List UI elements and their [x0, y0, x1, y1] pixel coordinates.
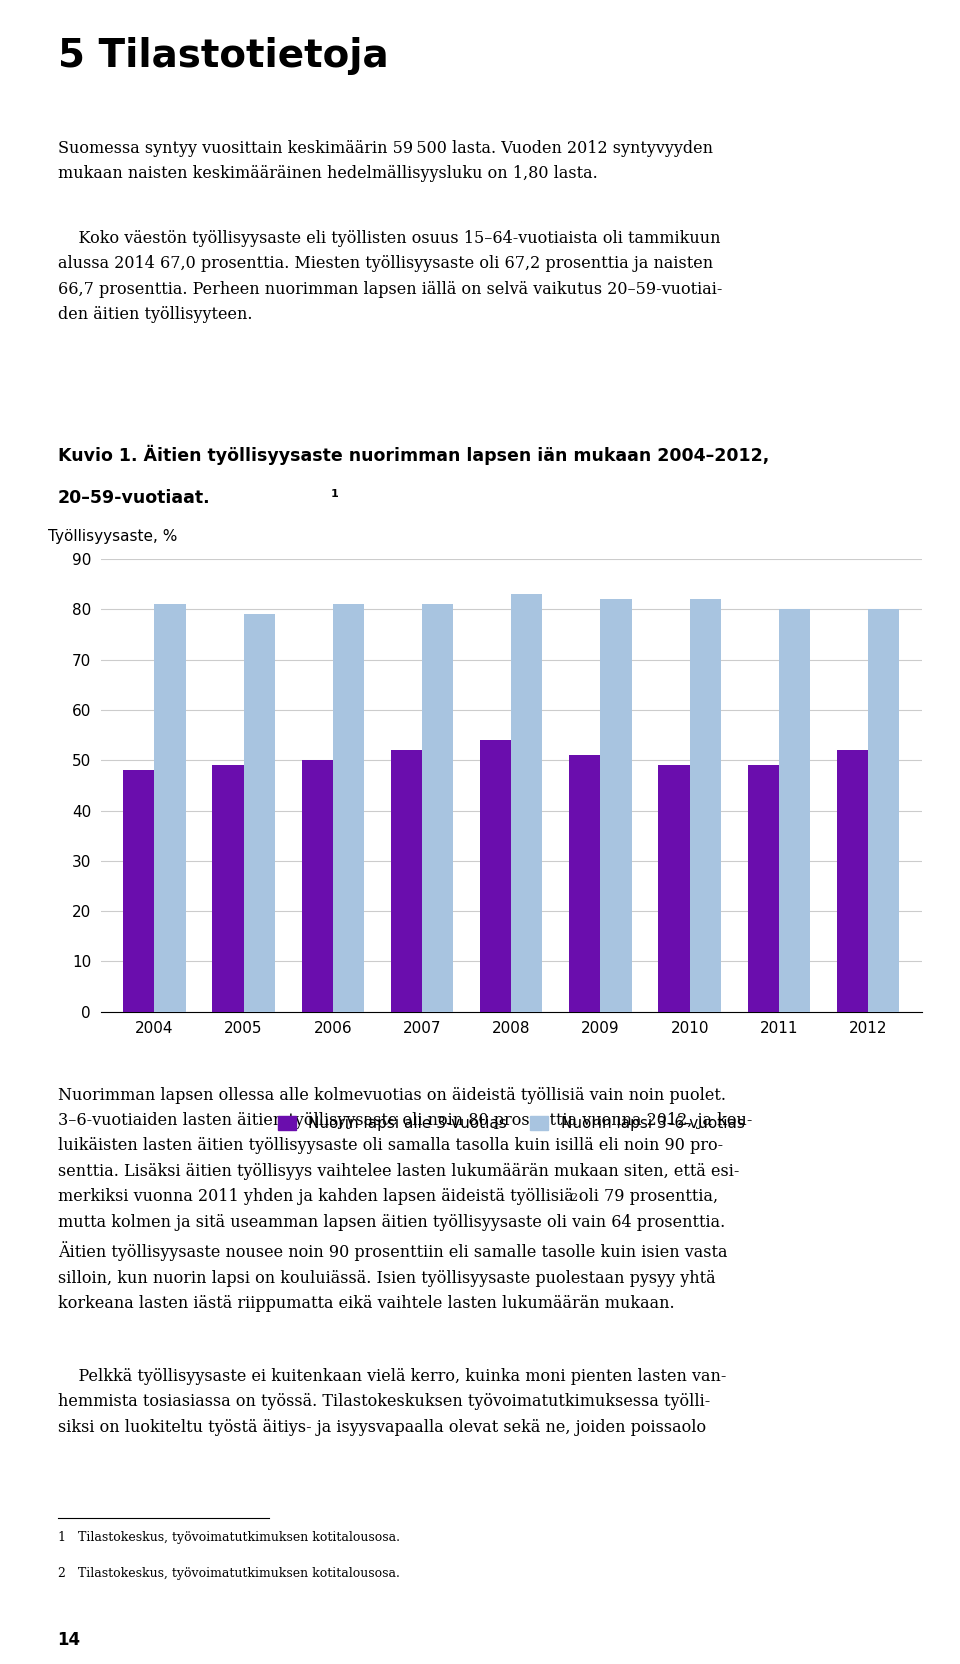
Bar: [511, 594, 542, 1012]
Text: 5 Tilastotietoja: 5 Tilastotietoja: [58, 37, 388, 75]
Bar: [779, 609, 810, 1012]
Bar: [868, 609, 900, 1012]
Bar: [212, 765, 244, 1012]
Bar: [748, 765, 779, 1012]
Bar: [301, 760, 333, 1012]
Bar: [659, 765, 689, 1012]
Bar: [422, 604, 453, 1012]
Bar: [569, 755, 600, 1012]
Bar: [391, 750, 422, 1012]
Text: Nuorimman lapsen ollessa alle kolmevuotias on äideistä työllisiä vain noin puole: Nuorimman lapsen ollessa alle kolmevuoti…: [58, 1087, 752, 1311]
Bar: [600, 599, 632, 1012]
Text: Kuvio 1. Äitien työllisyysaste nuorimman lapsen iän mukaan 2004–2012,: Kuvio 1. Äitien työllisyysaste nuorimman…: [58, 444, 769, 464]
Bar: [244, 614, 275, 1012]
Text: 2: 2: [570, 1193, 577, 1203]
Bar: [480, 740, 511, 1012]
Bar: [689, 599, 721, 1012]
Text: 14: 14: [58, 1631, 81, 1649]
Text: Työllisyysaste, %: Työllisyysaste, %: [48, 529, 178, 544]
Text: Pelkkä työllisyysaste ei kuitenkaan vielä kerro, kuinka moni pienten lasten van-: Pelkkä työllisyysaste ei kuitenkaan viel…: [58, 1368, 726, 1436]
Text: 20–59-vuotiaat.: 20–59-vuotiaat.: [58, 489, 210, 508]
Text: 1: 1: [330, 489, 339, 499]
Text: 2   Tilastokeskus, työvoimatutkimuksen kotitalousosa.: 2 Tilastokeskus, työvoimatutkimuksen kot…: [58, 1567, 399, 1581]
Bar: [837, 750, 868, 1012]
Text: Suomessa syntyy vuosittain keskimäärin 59 500 lasta. Vuoden 2012 syntyvyyden
muk: Suomessa syntyy vuosittain keskimäärin 5…: [58, 140, 712, 183]
Bar: [155, 604, 185, 1012]
Text: 1   Tilastokeskus, työvoimatutkimuksen kotitalousosa.: 1 Tilastokeskus, työvoimatutkimuksen kot…: [58, 1531, 399, 1544]
Text: Koko väestön työllisyysaste eli työllisten osuus 15–64-vuotiaista oli tammikuun
: Koko väestön työllisyysaste eli työllist…: [58, 230, 722, 323]
Bar: [333, 604, 364, 1012]
Legend: Nuorin lapsi alle 3-vuotias, Nuorin lapsi 3–6-vuotias: Nuorin lapsi alle 3-vuotias, Nuorin laps…: [272, 1110, 751, 1137]
Bar: [123, 770, 155, 1012]
